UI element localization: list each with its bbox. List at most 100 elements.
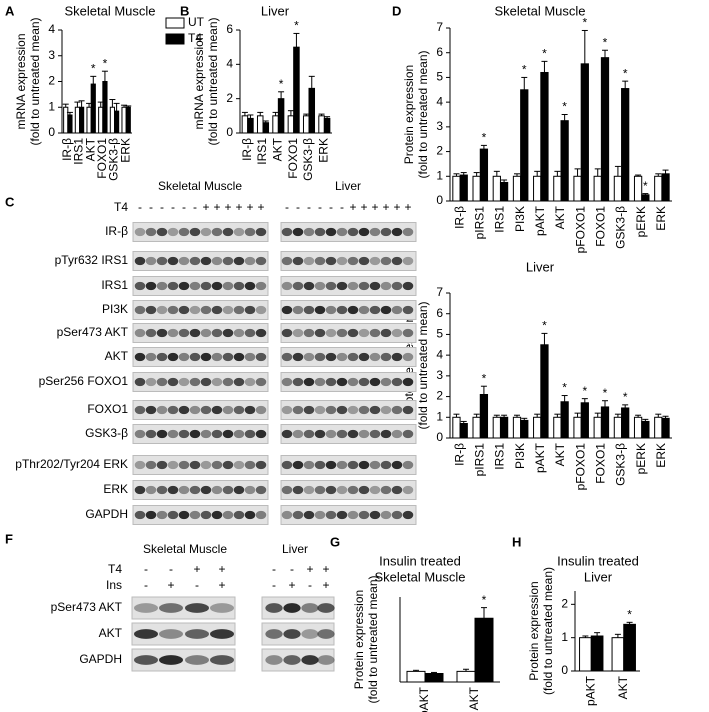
blot-band [145,328,157,338]
blot-band [347,405,359,415]
bar [621,407,630,439]
bar [308,87,316,134]
x-tick-label: IRS1 [493,206,507,233]
blot-band [292,405,304,415]
y-axis-label: (fold to untreated mean) [28,17,42,145]
blot-band [178,460,190,470]
bar [125,106,131,134]
panel-letter: B [180,3,189,18]
blot-band [178,281,190,291]
blot-band [303,305,315,315]
bar [272,115,279,134]
blot-band [156,328,168,338]
blot-band [134,485,146,495]
blot-band [178,377,190,387]
blot-band [233,281,245,291]
bar [63,106,69,134]
treatment-sign: - [149,200,153,214]
blot-band [380,281,392,291]
bar [520,419,529,439]
blot-row-label: GSK3-β [85,426,128,440]
blot-band [222,405,234,415]
treatment-sign: + [193,562,200,576]
blot-band [222,256,234,266]
chart-title: Skeletal Muscle [374,569,465,584]
blot-band [402,460,414,470]
blot-strip [132,222,269,242]
x-tick-label: IR-β [60,138,74,161]
x-tick-label: pERK [634,443,648,474]
blot-band [222,485,234,495]
blot-band [265,629,283,639]
blot-band [189,305,201,315]
blot-band [189,510,201,520]
blot-row-label: IR-β [105,224,128,238]
bar [277,98,285,134]
bar [98,106,104,134]
chart-title: Skeletal Muscle [64,3,155,18]
blot-band [134,603,158,613]
bar [318,115,325,134]
legend-label: T4 [188,31,202,45]
blot-band [314,429,326,439]
bar [600,57,610,202]
blot-band [145,352,157,362]
blot-band [233,460,245,470]
y-axis-label: (fold to untreated mean) [366,575,380,703]
blot-band [369,328,381,338]
bar [661,173,670,202]
chart-title: Skeletal Muscle [494,3,585,18]
bar [492,175,501,202]
blot-band [211,510,223,520]
blot-band [145,227,157,237]
y-tick-label: 5 [436,70,443,84]
treatment-sign: + [288,578,295,592]
chart-title: Liver [526,259,555,274]
blot-band [325,328,337,338]
bar [621,88,630,202]
bar [613,416,623,439]
bar [452,175,461,202]
y-tick-label: 4 [226,57,233,71]
y-axis-label: (fold to untreated mean) [416,301,430,429]
bar [479,394,489,439]
blot-band [358,377,370,387]
blot-band [211,305,223,315]
blot-band [314,352,326,362]
bar [459,423,468,439]
blot-band [325,510,337,520]
blot-band [303,227,315,237]
bar [109,106,116,134]
blot-band [134,352,146,362]
blot-band [301,629,319,639]
blot-band [145,377,157,387]
treatment-sign: - [285,200,289,214]
bar [540,71,549,202]
blot-band [347,460,359,470]
blot-strip [280,400,417,420]
treatment-sign: + [322,578,329,592]
bar [114,110,120,134]
y-tick-label: 1 [561,630,568,644]
treatment-sign: - [340,200,344,214]
bar [641,420,650,439]
blot-band [255,352,267,362]
blot-band [369,352,381,362]
blot-band [185,603,209,613]
blot-band [244,352,256,362]
blot-band [167,281,179,291]
blot-band [178,510,190,520]
blot-header: Liver [335,179,361,193]
blot-band [391,485,403,495]
blot-band [281,405,293,415]
blot-band [210,629,234,639]
blot-band [185,655,209,665]
blot-band [314,485,326,495]
treatment-sign: + [360,200,367,214]
blot-band [244,460,256,470]
value-label: * [482,371,487,385]
blot-band [156,305,168,315]
x-tick-label: ERK [118,138,132,163]
blot-band [402,510,414,520]
value-label: * [91,62,96,76]
